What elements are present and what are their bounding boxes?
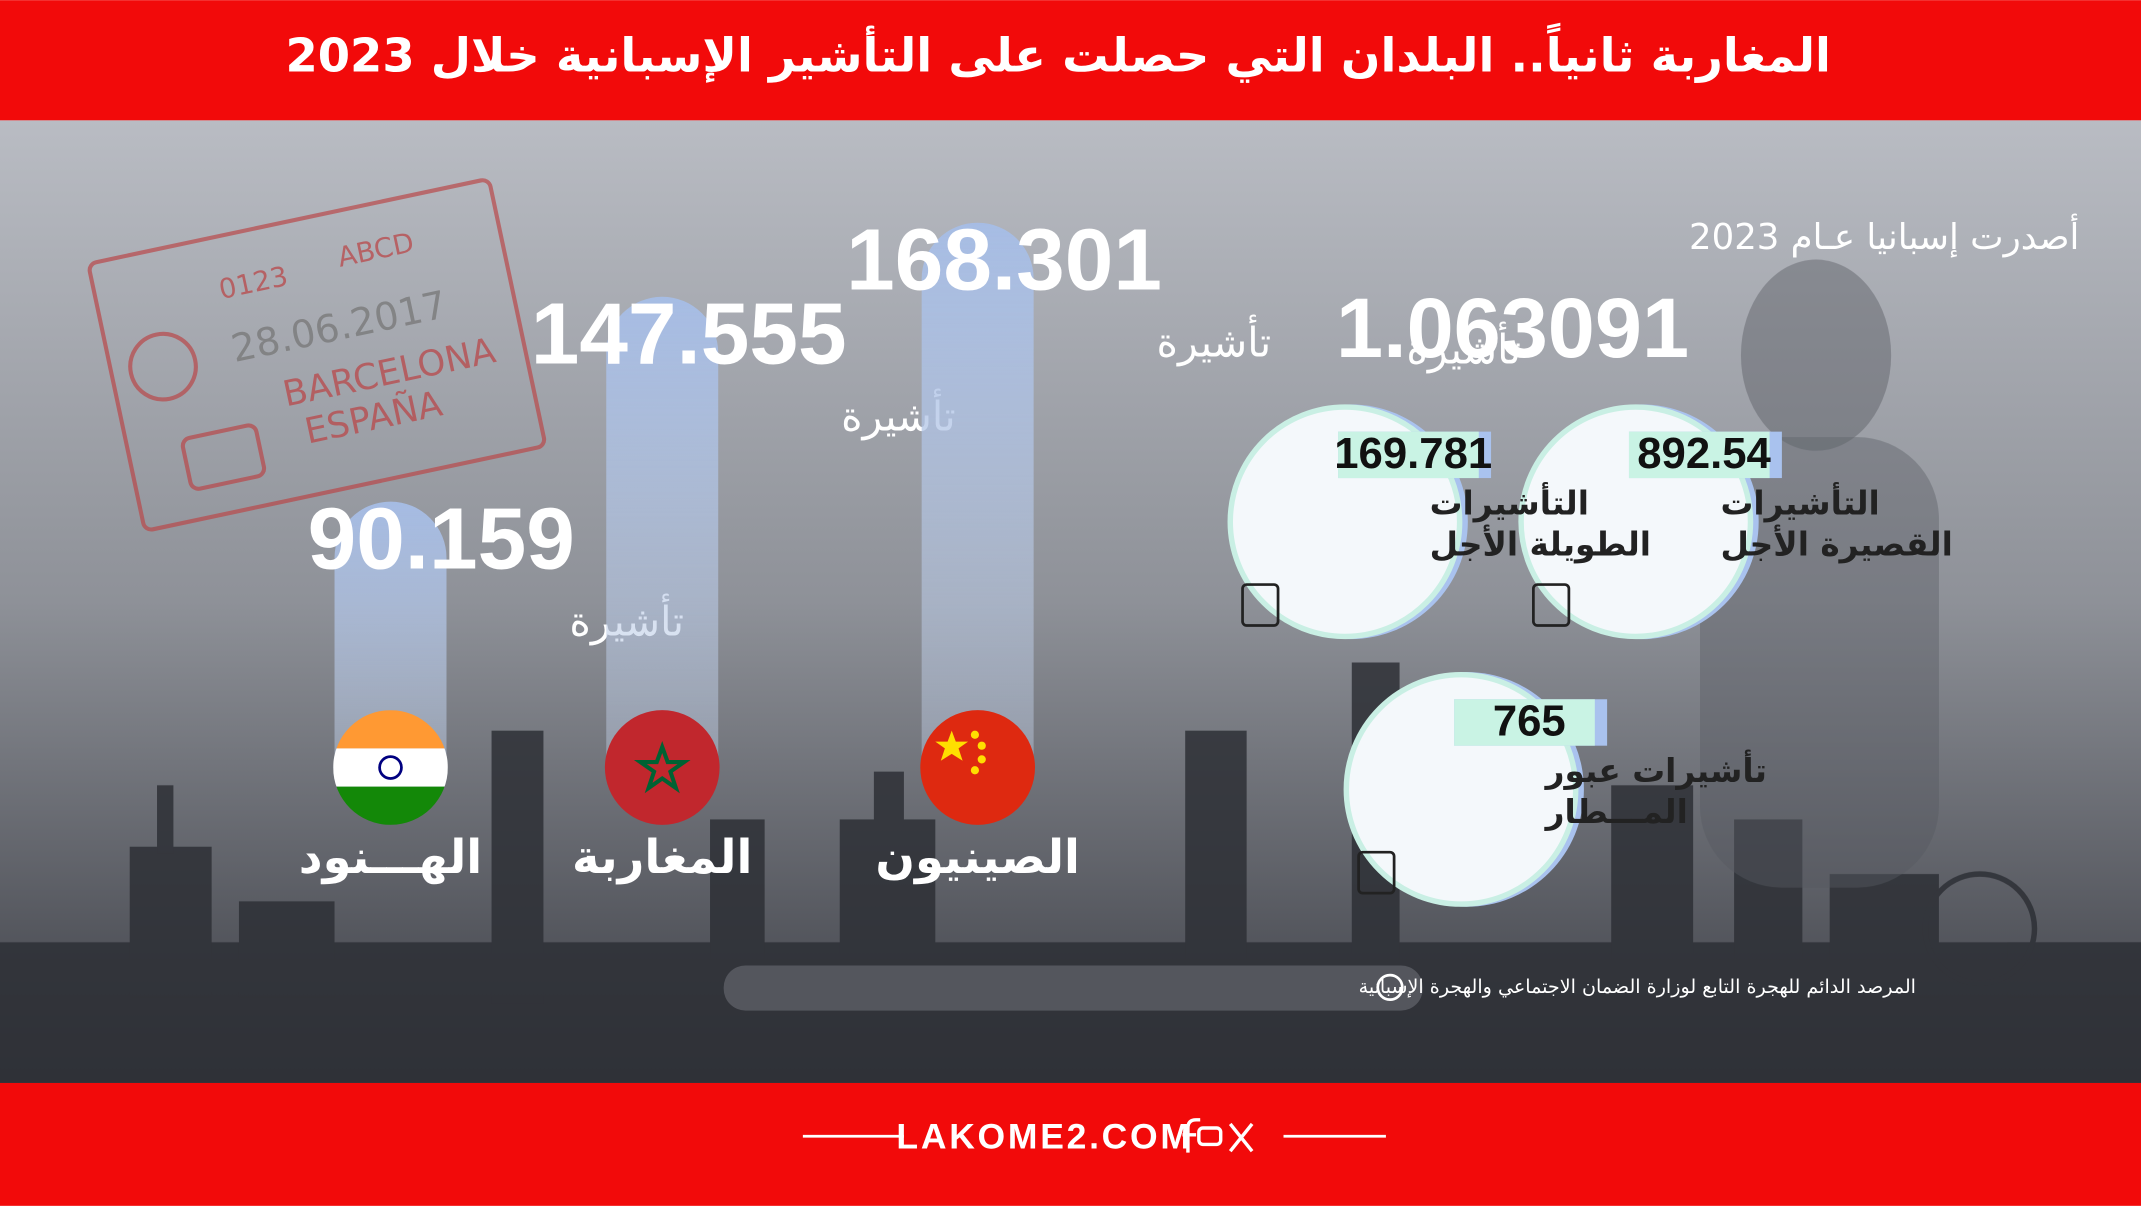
visa-icon xyxy=(1241,583,1280,627)
country: الهـــنود xyxy=(299,830,482,884)
circle-value: 765 xyxy=(1493,696,1566,745)
globe-icon xyxy=(1376,973,1404,1002)
value-tag xyxy=(1628,431,1770,479)
skyline xyxy=(0,259,2141,1083)
circle-value: 169.781 xyxy=(1334,429,1492,478)
circle-label: تأشيرات عبور xyxy=(1544,749,1767,790)
bar xyxy=(921,222,1034,824)
bar-value: 147.555 xyxy=(531,285,847,383)
value-tag xyxy=(1454,699,1595,746)
circle-value: 892.54 xyxy=(1637,429,1771,478)
source: المرصد الدائم للهجرة التابع لوزارة الضما… xyxy=(1359,975,1916,998)
summary-unit: تأشيرة xyxy=(1406,321,1521,373)
title: المغاربة ثانياً.. البلدان التي حصلت على … xyxy=(285,22,1831,83)
circle-label: التأشيرات xyxy=(1720,481,1879,522)
flag-china xyxy=(920,710,1035,825)
social-icons xyxy=(1182,1118,1254,1153)
stamp xyxy=(87,178,547,532)
visa-icon xyxy=(1357,850,1396,895)
bar-value: 168.301 xyxy=(846,210,1162,308)
footer-site: LAKOME2.COM xyxy=(896,1116,1192,1156)
bar-value: 90.159 xyxy=(308,489,575,587)
circle-label: المـــطار xyxy=(1544,793,1688,831)
flag-india xyxy=(333,710,448,825)
visa-icon xyxy=(1532,583,1571,627)
country: المغاربة xyxy=(572,830,752,884)
summary-intro: أصدرت إسبانيا عـام 2023 xyxy=(1689,213,2079,258)
circle-label: التأشيرات xyxy=(1430,481,1589,522)
bar xyxy=(606,296,719,824)
bar-unit: تأشيرة xyxy=(1157,315,1272,367)
footer-band xyxy=(0,1082,2141,1206)
circle-label: الطويلة الأجل xyxy=(1430,523,1651,563)
source-pill xyxy=(723,965,1423,1011)
header-band xyxy=(0,0,2141,121)
summary-total: 1.063091 xyxy=(1336,280,1689,375)
country: الصينيون xyxy=(875,830,1080,884)
circle-label: القصيرة الأجل xyxy=(1720,523,1952,563)
value-tag xyxy=(1338,431,1479,479)
flag-morocco xyxy=(604,710,720,825)
